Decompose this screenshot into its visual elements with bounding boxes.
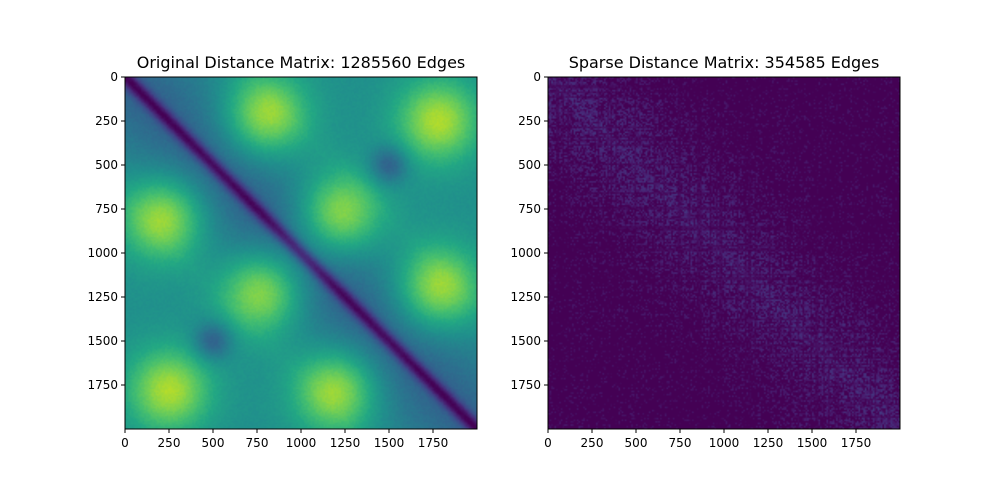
x-tick-label: 250 bbox=[581, 436, 604, 450]
x-tick-label: 1250 bbox=[753, 436, 784, 450]
heatmap-image bbox=[548, 77, 900, 429]
y-tick-label: 250 bbox=[518, 114, 541, 128]
x-tick-label: 1500 bbox=[374, 436, 405, 450]
y-tick-label: 0 bbox=[533, 70, 541, 84]
x-tick-label: 250 bbox=[158, 436, 181, 450]
x-tick-label: 1750 bbox=[841, 436, 872, 450]
y-tick-label: 750 bbox=[518, 202, 541, 216]
y-tick-label: 1250 bbox=[510, 290, 541, 304]
x-tick-label: 0 bbox=[121, 436, 129, 450]
axis-ticks: 0 250 500 750 1000 1250 1500 1750 0 250 500 750 1000… bbox=[510, 70, 871, 450]
y-tick-label: 1500 bbox=[87, 334, 118, 348]
y-tick-label: 1000 bbox=[510, 246, 541, 260]
y-tick-label: 0 bbox=[110, 70, 118, 84]
y-tick-label: 1750 bbox=[87, 378, 118, 392]
y-tick-label: 500 bbox=[95, 158, 118, 172]
y-tick-label: 1500 bbox=[510, 334, 541, 348]
x-tick-label: 1000 bbox=[286, 436, 317, 450]
x-tick-label: 1250 bbox=[330, 436, 361, 450]
y-tick-label: 250 bbox=[95, 114, 118, 128]
y-tick-label: 1250 bbox=[87, 290, 118, 304]
y-tick-label: 1000 bbox=[87, 246, 118, 260]
chart-title: Sparse Distance Matrix: 354585 Edges bbox=[569, 53, 880, 72]
y-tick-label: 500 bbox=[518, 158, 541, 172]
x-tick-label: 750 bbox=[246, 436, 269, 450]
x-tick-label: 0 bbox=[544, 436, 552, 450]
axis-ticks: 0 250 500 750 1000 1250 1500 1750 0 250 500 750 1000… bbox=[87, 70, 448, 450]
heatmap-image bbox=[125, 77, 477, 429]
x-tick-label: 500 bbox=[202, 436, 225, 450]
chart-title: Original Distance Matrix: 1285560 Edges bbox=[137, 53, 466, 72]
y-tick-label: 1750 bbox=[510, 378, 541, 392]
y-tick-label: 750 bbox=[95, 202, 118, 216]
x-tick-label: 1750 bbox=[418, 436, 449, 450]
panel-original: Original Distance Matrix: 1285560 Edges … bbox=[87, 53, 478, 450]
panel-sparse: Sparse Distance Matrix: 354585 Edges 0 25… bbox=[510, 53, 901, 450]
x-tick-label: 750 bbox=[669, 436, 692, 450]
x-tick-label: 1500 bbox=[797, 436, 828, 450]
x-tick-label: 1000 bbox=[709, 436, 740, 450]
x-tick-label: 500 bbox=[625, 436, 648, 450]
